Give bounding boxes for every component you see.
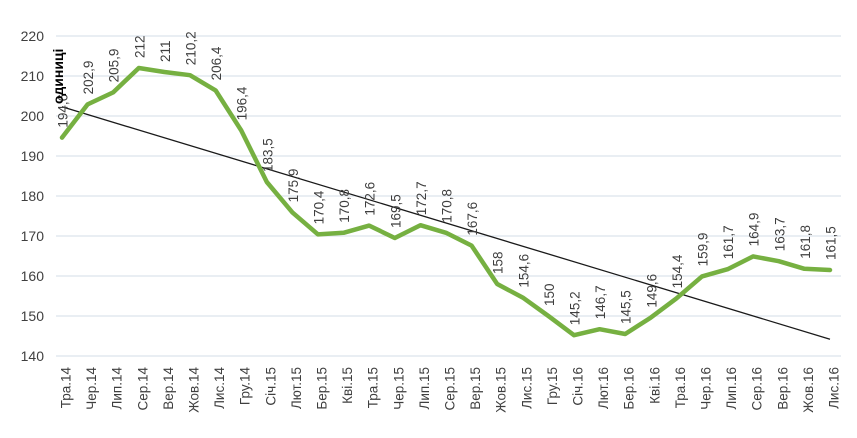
x-axis-tick-label: Тра.16 — [673, 367, 688, 408]
data-label: 161,7 — [721, 225, 736, 259]
x-axis-tick-label: Вер.16 — [775, 367, 790, 410]
data-label: 167,6 — [465, 202, 480, 236]
x-axis-tick-label: Лип.14 — [110, 367, 125, 410]
x-axis-tick-label: Тра.14 — [59, 367, 74, 409]
x-axis-tick-label: Вер.14 — [161, 367, 176, 410]
y-axis-tick-label: 150 — [21, 308, 45, 324]
data-label: 145,2 — [568, 291, 583, 325]
x-axis-tick-label: Лют.16 — [596, 367, 611, 409]
x-axis-tick-label: Лип.15 — [417, 367, 432, 409]
data-label: 210,2 — [184, 31, 199, 65]
x-axis-tick-label: Січ.15 — [263, 367, 278, 406]
data-label: 170,8 — [337, 189, 352, 223]
y-axis-tick-label: 180 — [21, 188, 45, 204]
x-axis-tick-label: Чер.15 — [391, 367, 406, 410]
trendline — [61, 106, 831, 340]
data-label: 154,6 — [516, 254, 531, 288]
data-label: 161,8 — [798, 225, 813, 259]
x-axis-tick-label: Січ.16 — [571, 367, 586, 406]
y-axis-tick-label: 170 — [21, 228, 45, 244]
x-axis-tick-label: Гру.15 — [545, 367, 560, 405]
x-axis-tick-label: Сер.15 — [443, 367, 458, 411]
x-axis-tick-label: Тра.15 — [366, 367, 381, 408]
x-axis-tick-label: Бер.16 — [622, 367, 637, 410]
y-axis-tick-label: 190 — [21, 148, 45, 164]
data-label: 159,9 — [696, 233, 711, 267]
x-axis-tick-label: Бер.15 — [315, 367, 330, 410]
data-label: 211 — [158, 40, 173, 62]
x-axis-tick-label: Кві.15 — [340, 367, 355, 404]
x-axis-tick-label: Вер.15 — [468, 367, 483, 410]
data-label: 164,9 — [747, 213, 762, 247]
x-axis-tick-label: Сер.16 — [750, 367, 765, 411]
data-label: 145,5 — [619, 290, 634, 324]
y-axis-tick-label: 140 — [21, 348, 45, 364]
x-axis-tick-label: Жов.14 — [187, 367, 202, 413]
x-axis-tick-label: Жов.16 — [801, 367, 816, 413]
x-axis-tick-label: Лис.15 — [519, 367, 534, 409]
data-label: 154,4 — [670, 254, 685, 288]
data-label: 175,9 — [286, 169, 301, 203]
x-axis-tick-label: Сер.14 — [135, 367, 150, 411]
data-label: 172,7 — [414, 181, 429, 215]
x-axis-tick-label: Лют.15 — [289, 367, 304, 409]
y-axis-tick-label: 220 — [21, 28, 45, 44]
x-axis-tick-label: Чер.14 — [84, 367, 99, 410]
data-label: 183,5 — [260, 138, 275, 172]
data-label: 202,9 — [81, 61, 96, 95]
data-label: 163,7 — [772, 217, 787, 251]
x-axis-tick-label: Кві.16 — [647, 367, 662, 404]
data-label: 161,5 — [824, 226, 839, 260]
data-label: 158 — [491, 251, 506, 274]
data-label: 212 — [132, 35, 147, 58]
x-axis-tick-label: Жов.15 — [494, 367, 509, 413]
data-label: 205,9 — [107, 49, 122, 83]
x-axis-tick-label: Лип.16 — [724, 367, 739, 409]
y-axis-title: одиниці — [50, 49, 66, 104]
y-axis-tick-label: 200 — [21, 108, 45, 124]
data-label: 169,5 — [388, 194, 403, 228]
data-label: 206,4 — [209, 46, 224, 80]
x-axis-tick-label: Гру.14 — [238, 367, 253, 406]
data-label: 146,7 — [593, 285, 608, 319]
y-axis-tick-label: 160 — [21, 268, 45, 284]
data-label: 170,8 — [440, 189, 455, 223]
data-label: 194,6 — [56, 94, 71, 128]
x-axis-tick-label: Чер.16 — [699, 367, 714, 410]
data-label: 170,4 — [312, 190, 327, 224]
x-axis-tick-label: Лис.16 — [827, 367, 842, 409]
x-axis-tick-label: Лис.14 — [212, 367, 227, 409]
data-label: 172,6 — [363, 182, 378, 216]
data-label: 196,4 — [235, 86, 250, 120]
y-axis-tick-label: 210 — [21, 68, 45, 84]
data-label: 149,6 — [644, 274, 659, 308]
data-label: 150 — [542, 283, 557, 306]
series-line — [59, 65, 833, 338]
